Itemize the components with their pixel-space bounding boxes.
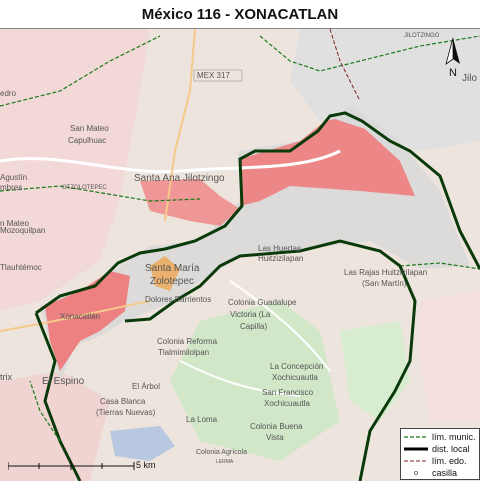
label-trix: trix (0, 372, 12, 382)
legend-label-casilla: casilla (432, 468, 458, 478)
label-las-huertas: Las Huertas (258, 244, 301, 253)
label-dolores: Dolores Barrientos (145, 295, 211, 304)
label-la-concepcion: La Concepción (270, 362, 323, 371)
label-casa-blanca: Casa Blanca (100, 397, 146, 406)
label-tlauhtemoc: Tlauhtémoc (0, 263, 42, 272)
label-edro: edro (0, 89, 17, 98)
legend-item-municipal: lím. munic. (404, 431, 480, 443)
forest-area (170, 301, 340, 461)
label-xonacatlan: Xonacatlán (60, 312, 100, 321)
north-label: N (449, 67, 457, 79)
section-santa-maria[interactable] (150, 256, 180, 291)
water-body (110, 426, 175, 461)
label-lerma: LERMA (216, 459, 234, 465)
label-el-arbol: El Árbol (132, 382, 160, 391)
municipal-limit-3 (259, 35, 480, 72)
municipal-limit-4 (399, 262, 480, 270)
label-colonia-reforma: Colonia Reforma (157, 337, 218, 346)
label-tierras-nuevas: (Tierras Nuevas) (96, 408, 156, 417)
road-mex-317 (164, 29, 196, 222)
label-colonia-buena: Colonia Buena (250, 422, 303, 431)
label-la-loma: La Loma (186, 415, 218, 424)
road-2 (0, 300, 151, 332)
scale-bar-icon (8, 462, 135, 470)
section-northeast[interactable] (240, 119, 415, 206)
dashed-green-line-icon (404, 436, 428, 438)
label-el-espino: El Espino (42, 376, 85, 387)
label-victoria: Victoria (La (230, 310, 271, 319)
municipal-limit-1 (0, 35, 161, 107)
legend-item-state: lím. edo. (404, 455, 480, 467)
urban-area-left (0, 29, 150, 311)
road-shield-label: MEX 317 (197, 71, 230, 80)
label-vista: Vista (266, 433, 284, 442)
label-mbres: mbres (0, 183, 22, 192)
dashed-darkred-line-icon (404, 460, 428, 462)
urban-area-right (420, 291, 480, 421)
label-colonia-agricola: Colonia Agrícola (196, 449, 247, 456)
label-capilla: Capilla) (240, 322, 267, 331)
label-jilo-edge: Jilo (462, 73, 477, 84)
road-4 (179, 360, 301, 397)
thick-black-line-icon (404, 447, 428, 451)
map-legend: lím. munic. dist. local lím. edo. casill… (400, 428, 480, 480)
legend-label-municipal: lím. munic. (432, 432, 476, 442)
label-mozoquilpan: Mozoquilpan (0, 226, 45, 235)
label-xochicuautla: Xochicuautla (272, 373, 318, 382)
label-zolotepec: Zolotepec (150, 276, 194, 287)
label-santa-maria: Santa María (145, 263, 200, 274)
municipal-limit-5 (29, 380, 61, 442)
label-agustin: Agustín (0, 173, 27, 182)
map-title: México 116 - XONACATLAN (0, 0, 480, 28)
district-boundary-east (124, 239, 417, 481)
label-xochicuautla-2: Xochicuautla (264, 399, 310, 408)
label-huitzizilapan: Huitzizilapan (258, 254, 303, 263)
road-shield-box (193, 69, 243, 82)
map-canvas[interactable]: MEX 317 San Mateo Capulhuac Santa Ana Ji… (0, 29, 480, 481)
north-arrow-icon: N (445, 37, 460, 79)
legend-item-casilla: casilla (404, 467, 480, 479)
scale-label: 5 km (136, 460, 156, 470)
label-san-mateo: San Mateo (70, 124, 109, 133)
map-frame[interactable]: MEX 317 San Mateo Capulhuac Santa Ana Ji… (0, 28, 480, 481)
label-capulhuac: Capulhuac (68, 136, 106, 145)
legend-item-district: dist. local (404, 443, 480, 455)
label-jilotzingo: JILOTZINGO (404, 33, 440, 39)
label-colonia-guadalupe: Colonia Guadalupe (228, 298, 297, 307)
label-las-rajas: Las Rajas Huitzizilapan (344, 268, 427, 277)
state-limit (329, 29, 361, 102)
label-otzolotepec: OTZOLOTEPEC (62, 185, 107, 191)
road-3 (229, 280, 331, 372)
label-santa-ana: Santa Ana Jilotzingo (134, 173, 225, 184)
road-1 (0, 149, 341, 174)
municipal-limit-2 (0, 185, 201, 202)
small-circle-icon (413, 471, 418, 476)
label-san-francisco: San Francisco (262, 388, 314, 397)
legend-label-district: dist. local (432, 444, 470, 454)
label-san-martin: (San Martín) (362, 279, 407, 288)
district-boundary-west (34, 312, 82, 481)
legend-label-state: lím. edo. (432, 456, 467, 466)
label-n-mateo: n Mateo (0, 219, 29, 228)
section-xonacatlan[interactable] (45, 271, 130, 371)
district-boundary-north (35, 111, 480, 315)
label-tlalmimilolpan: Tlalmimilolpan (158, 348, 209, 357)
